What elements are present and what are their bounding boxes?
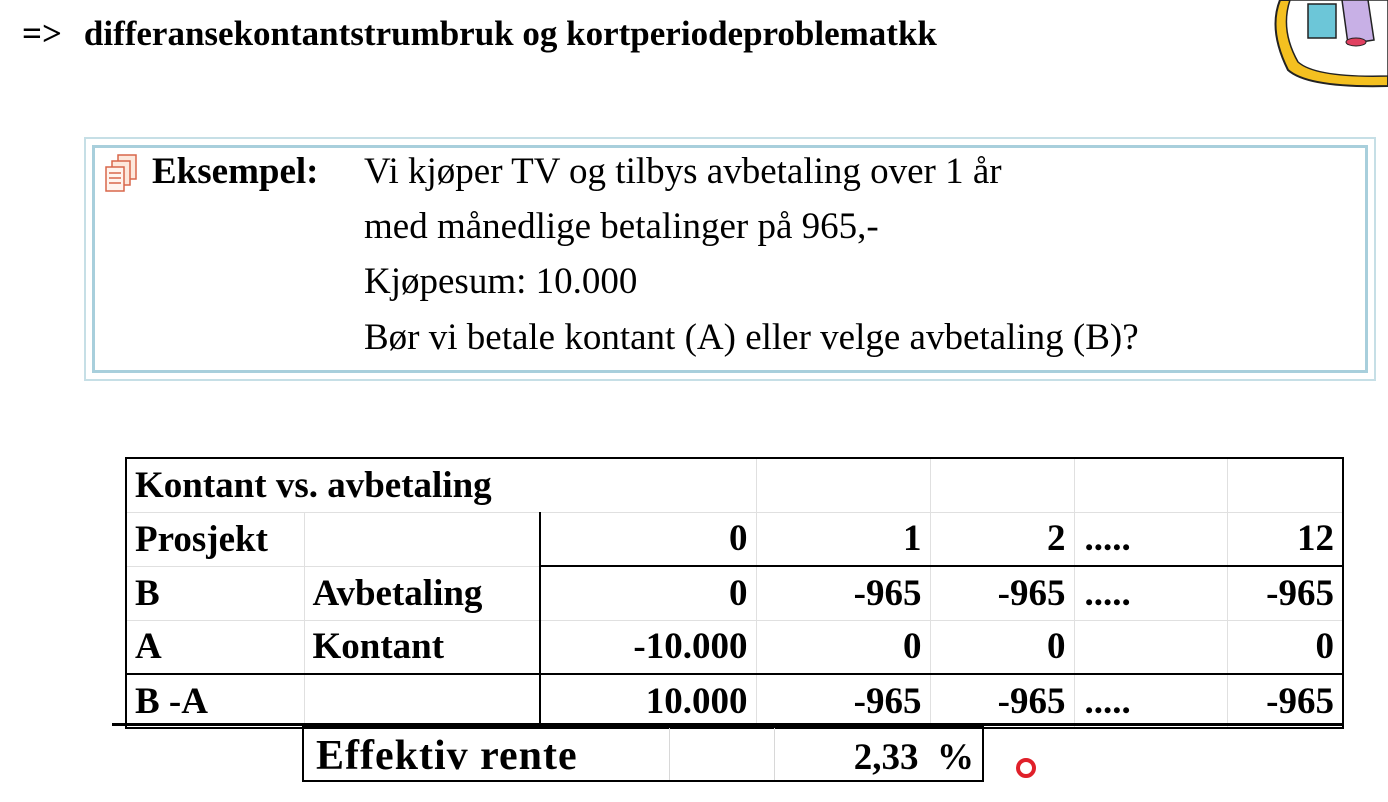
header-period-1: 1 xyxy=(755,511,931,567)
table-header-row: Prosjekt 0 1 2 ..... 12 xyxy=(125,511,1344,567)
header-period-ellipsis: ..... xyxy=(1073,511,1228,567)
rate-divider xyxy=(774,728,775,780)
row-value: -965 xyxy=(755,565,931,621)
row-value: 0 xyxy=(1226,619,1344,675)
rate-unit: % xyxy=(937,737,974,778)
row-name: Kontant xyxy=(303,619,541,675)
table-cell-empty xyxy=(929,457,1075,513)
example-box: Eksempel: Vi kjøper TV og tilbys avbetal… xyxy=(84,137,1376,381)
example-line-2: med månedlige betalinger på 965,- xyxy=(364,206,879,247)
row-name xyxy=(303,673,541,729)
rate-number: 2,33 xyxy=(853,737,919,778)
example-label: Eksempel: xyxy=(152,151,319,192)
header-period-2: 2 xyxy=(929,511,1075,567)
table-row: A Kontant -10.000 0 0 0 xyxy=(125,619,1344,675)
example-line-3: Kjøpesum: 10.000 xyxy=(364,261,638,302)
row-value: ..... xyxy=(1073,673,1228,729)
row-name: Avbetaling xyxy=(303,565,541,621)
effective-rate-value: 2,33 % xyxy=(854,736,974,779)
header-period-0: 0 xyxy=(539,511,757,567)
row-value: ..... xyxy=(1073,565,1228,621)
row-value: 10.000 xyxy=(539,673,757,729)
example-box-frame xyxy=(92,145,1368,373)
row-value: -965 xyxy=(1226,673,1344,729)
row-project: B xyxy=(125,565,305,621)
effective-rate-label: Effektiv rente xyxy=(316,733,578,779)
table-row: B Avbetaling 0 -965 -965 ..... -965 xyxy=(125,565,1344,621)
row-value: -965 xyxy=(929,565,1075,621)
table-cell-empty xyxy=(303,511,541,567)
table-cell-empty xyxy=(1073,457,1228,513)
table-underline xyxy=(112,723,1344,726)
heading-text: differansekontantstrumbruk og kortperiod… xyxy=(83,14,937,53)
row-value: -10.000 xyxy=(539,619,757,675)
clipart-illustration xyxy=(1268,0,1388,90)
header-period-12: 12 xyxy=(1226,511,1344,567)
table-title-row: Kontant vs. avbetaling xyxy=(125,457,1344,513)
row-project: B -A xyxy=(125,673,305,729)
pointer-cursor-icon xyxy=(1016,758,1036,778)
row-value: 0 xyxy=(539,565,757,621)
row-value: -965 xyxy=(929,673,1075,729)
cashflow-table: Kontant vs. avbetaling Prosjekt 0 1 2 ..… xyxy=(125,457,1344,729)
row-value: 0 xyxy=(755,619,931,675)
example-line-1: Vi kjøper TV og tilbys avbetaling over 1… xyxy=(364,151,1002,192)
table-cell-empty xyxy=(1226,457,1344,513)
effective-rate-box: Effektiv rente 2,33 % xyxy=(302,726,984,782)
row-value: -965 xyxy=(755,673,931,729)
slide-heading: => differansekontantstrumbruk og kortperi… xyxy=(22,14,937,54)
rate-divider xyxy=(669,728,670,780)
heading-arrow: => xyxy=(22,14,62,53)
document-stack-icon xyxy=(104,153,138,193)
row-value: -965 xyxy=(1226,565,1344,621)
table-cell-empty xyxy=(755,457,931,513)
header-project: Prosjekt xyxy=(125,511,305,567)
row-value xyxy=(1073,619,1228,675)
example-line-4: Bør vi betale kontant (A) eller velge av… xyxy=(364,317,1139,358)
table-title: Kontant vs. avbetaling xyxy=(125,457,757,513)
row-project: A xyxy=(125,619,305,675)
table-row-difference: B -A 10.000 -965 -965 ..... -965 xyxy=(125,673,1344,729)
row-value: 0 xyxy=(929,619,1075,675)
